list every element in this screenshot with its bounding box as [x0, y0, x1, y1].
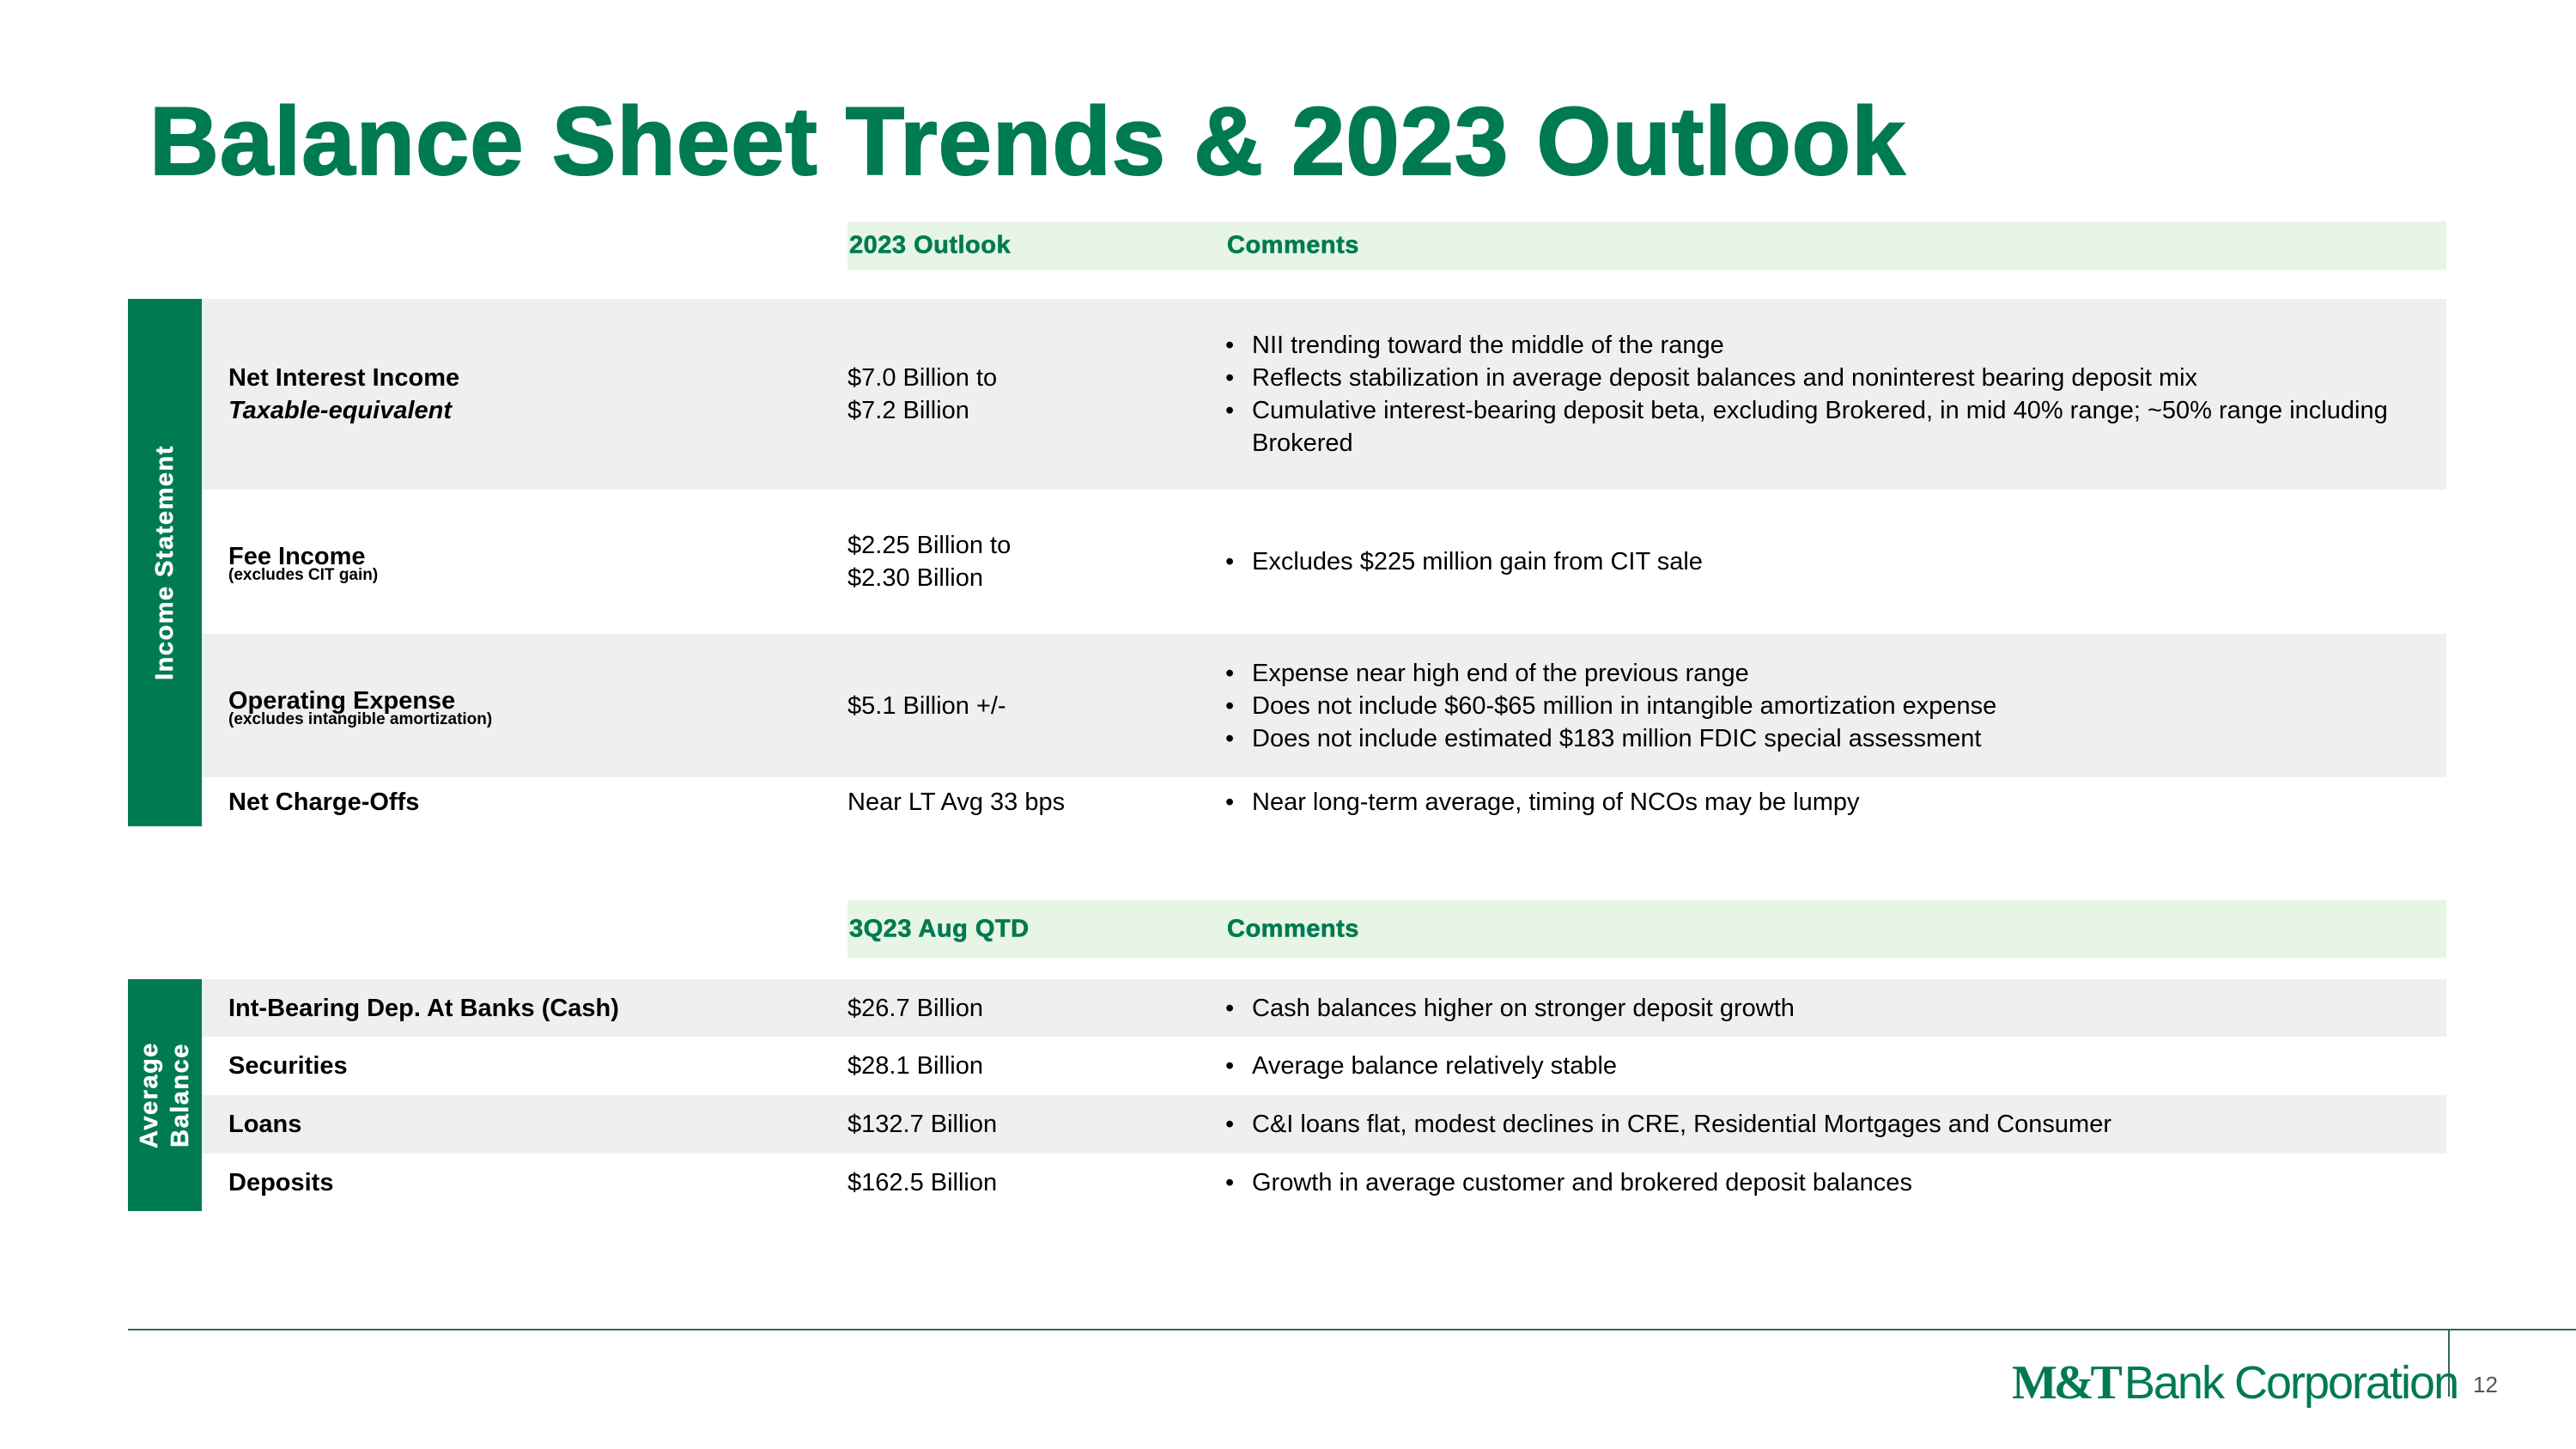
comment-bullet: Does not include estimated $183 million … [1225, 722, 2427, 755]
table-row: Net Interest Income Taxable-equivalent $7… [202, 299, 2446, 490]
table-row: Loans $132.7 Billion C&I loans flat, mod… [202, 1095, 2446, 1154]
value-line: Near LT Avg 33 bps [848, 788, 1066, 816]
value-line: $2.30 Billion [848, 564, 983, 592]
row-label: Deposits [228, 1168, 334, 1196]
mt-bank-logo: M&T Bank Corporation [2012, 1355, 2459, 1410]
label-text: Net Charge-Offs [228, 788, 420, 816]
comment-bullet: Near long-term average, timing of NCOs m… [1225, 786, 2427, 819]
row-value: $132.7 Billion [848, 1111, 998, 1138]
value-line: $2.25 Billion to [848, 532, 1012, 559]
row-value: $26.7 Billion [848, 994, 983, 1022]
label-text: Net Interest Income [228, 364, 460, 392]
comment-bullet: Does not include $60-$65 million in inta… [1225, 690, 2427, 722]
row-comments: Cash balances higher on stronger deposit… [1225, 992, 2427, 1025]
row-value: $2.25 Billion to $2.30 Billion [848, 529, 1011, 594]
comment-bullet: C&I loans flat, modest declines in CRE, … [1225, 1108, 2427, 1141]
row-comments: NII trending toward the middle of the ra… [1225, 329, 2427, 460]
comment-bullet: Expense near high end of the previous ra… [1225, 657, 2427, 690]
row-comments: C&I loans flat, modest declines in CRE, … [1225, 1108, 2427, 1141]
comment-bullet: Cash balances higher on stronger deposit… [1225, 992, 2427, 1025]
label-text: Operating Expense [228, 686, 456, 715]
sublabel: Taxable-equivalent [228, 397, 453, 424]
row-label: Securities [228, 1052, 348, 1080]
table-row: Fee Income (excludes CIT gain) $2.25 Bill… [202, 490, 2446, 634]
comment-bullet: Reflects stabilization in average deposi… [1225, 362, 2427, 394]
header-comments: Comments [1227, 231, 1359, 259]
row-label: Fee Income (excludes CIT gain) [228, 540, 378, 583]
header-period: 3Q23 Aug QTD [849, 915, 1030, 943]
table-row: Int-Bearing Dep. At Banks (Cash) $26.7 B… [202, 979, 2446, 1037]
comment-bullet: Growth in average customer and brokered … [1225, 1166, 2427, 1199]
side-label-line: Balance [167, 1043, 195, 1148]
row-comments: Growth in average customer and brokered … [1225, 1166, 2427, 1199]
comment-bullet: Cumulative interest-bearing deposit beta… [1225, 394, 2427, 460]
side-label-text: Income Statement [151, 445, 179, 680]
outlook-table-header: 2023 Outlook Comments [848, 222, 2446, 270]
page-title: Balance Sheet Trends & 2023 Outlook [149, 87, 1906, 196]
label-note: (excludes intangible amortization) [228, 709, 493, 728]
label-note: (excludes CIT gain) [228, 566, 379, 584]
value-line: $7.0 Billion to [848, 364, 998, 392]
comment-bullet: Average balance relatively stable [1225, 1050, 2427, 1082]
row-label: Int-Bearing Dep. At Banks (Cash) [228, 994, 619, 1022]
header-outlook: 2023 Outlook [849, 231, 1012, 259]
table-row: Operating Expense (excludes intangible am… [202, 634, 2446, 777]
side-label-text: Average Balance [134, 1042, 196, 1148]
row-comments: Near long-term average, timing of NCOs m… [1225, 786, 2427, 819]
label-text: Fee Income [228, 543, 366, 570]
logo-mark: M&T [2012, 1356, 2123, 1409]
balance-table-header: 3Q23 Aug QTD Comments [848, 900, 2446, 958]
logo-text: Bank Corporation [2123, 1357, 2459, 1409]
row-value: $5.1 Billion +/- [848, 690, 1006, 722]
comment-bullet: NII trending toward the middle of the ra… [1225, 329, 2427, 362]
row-value: Near LT Avg 33 bps [848, 786, 1065, 819]
value-line: $5.1 Billion +/- [848, 691, 1006, 720]
side-label-line: Average [136, 1042, 164, 1148]
row-comments: Average balance relatively stable [1225, 1050, 2427, 1082]
row-value: $7.0 Billion to $7.2 Billion [848, 362, 997, 427]
row-value: $28.1 Billion [848, 1052, 983, 1080]
row-comments: Expense near high end of the previous ra… [1225, 657, 2427, 755]
row-label: Operating Expense (excludes intangible am… [228, 685, 492, 728]
row-label: Net Interest Income Taxable-equivalent [228, 362, 459, 427]
header-comments: Comments [1227, 915, 1359, 943]
row-label: Loans [228, 1111, 302, 1138]
row-label: Net Charge-Offs [228, 786, 419, 819]
row-value: $162.5 Billion [848, 1168, 998, 1196]
table-row: Deposits $162.5 Billion Growth in averag… [202, 1154, 2446, 1211]
page-number: 12 [2473, 1372, 2498, 1397]
income-statement-side-label: Income Statement [128, 299, 202, 826]
average-balance-side-label: Average Balance [128, 979, 202, 1211]
table-row: Securities $28.1 Billion Average balance… [202, 1037, 2446, 1095]
table-row: Net Charge-Offs Near LT Avg 33 bps Near … [202, 777, 2446, 826]
footer-vertical-divider [2448, 1330, 2450, 1397]
footer-divider [128, 1329, 2576, 1330]
row-comments: Excludes $225 million gain from CIT sale [1225, 545, 2427, 578]
comment-bullet: Excludes $225 million gain from CIT sale [1225, 545, 2427, 578]
value-line: $7.2 Billion [848, 397, 969, 424]
